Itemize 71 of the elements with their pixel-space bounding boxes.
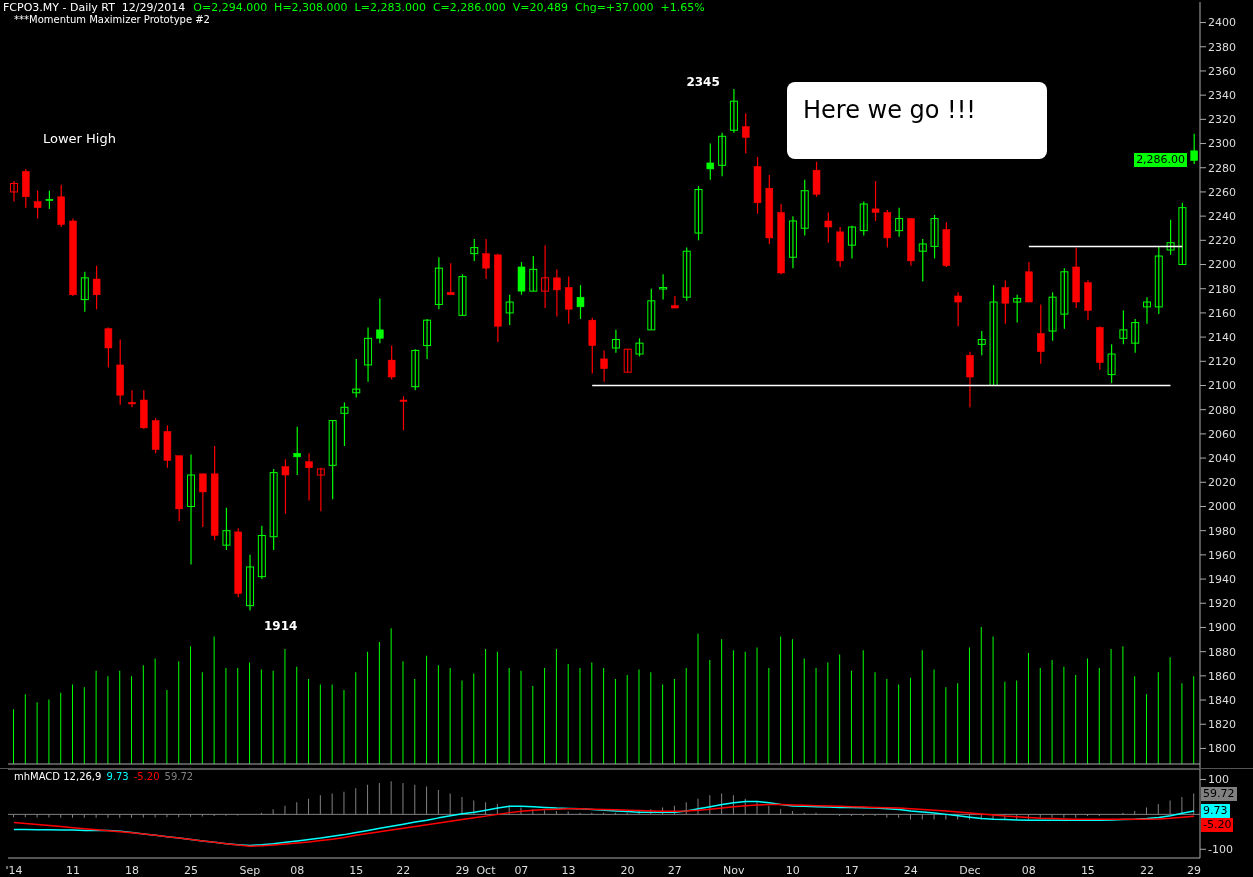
y-tick-label: 1880 [1208,645,1236,659]
text: -5.20 [1203,817,1232,831]
y-tick-label: 2040 [1208,451,1236,465]
x-tick-label: 15 [349,863,364,877]
y-tick-label: 2000 [1208,500,1236,514]
annotation: 59.72 [164,771,194,782]
y-tick-label: 2300 [1208,137,1236,151]
y-tick-label: 2200 [1208,258,1236,272]
x-tick-label: '14 [5,863,23,877]
y-tick-label: 2160 [1208,306,1236,320]
annotation: 2,286.00 [1134,153,1188,168]
x-tick-label: 11 [65,863,80,877]
y-tick-label: 2340 [1208,89,1236,103]
text: 9.73 [1203,803,1228,817]
y-tick-label: 2180 [1208,282,1236,296]
y-tick-label: 2100 [1208,379,1236,393]
x-tick-label: 22 [396,863,411,877]
y-tick-label: 2060 [1208,427,1236,441]
text: ***Momentum Maximizer Prototype #2 [14,14,210,25]
x-tick-label: Sep [239,863,261,877]
x-tick-label: 25 [183,863,198,877]
x-tick-label: 07 [514,863,529,877]
x-tick-label: 29 [1187,863,1202,877]
y-tick-label: 1860 [1208,669,1236,683]
y-tick-label: -100 [1208,843,1233,857]
x-tick-label: 24 [903,863,918,877]
chart-title: mhMACD 12,26,9 [14,771,102,782]
x-tick-label: 18 [124,863,139,877]
chart-title: FCPO3.MY - Daily RT 12/29/2014 [3,1,186,14]
annotation: 9.73 [106,771,129,782]
x-tick-label: Oct [476,863,497,877]
y-tick-label: 1800 [1208,742,1236,756]
annotation: O=2,294.000 H=2,308.000 L=2,283.000 C=2,286.000 V=20,489 Chg=+37.000 +1.65% [193,1,705,14]
y-tick-label: 1840 [1208,693,1236,707]
y-tick-label: 1900 [1208,621,1236,635]
annotation: 2345 [686,75,720,90]
x-tick-label: 17 [844,863,859,877]
x-tick-label: Nov [723,863,746,877]
x-tick-label: 29 [455,863,470,877]
y-tick-label: 2320 [1208,113,1236,127]
x-tick-label: Dec [959,863,981,877]
x-tick-label: 15 [1080,863,1095,877]
y-tick-label: 2280 [1208,161,1236,175]
x-tick-label: 08 [290,863,305,877]
y-tick-label: 2400 [1208,16,1236,30]
x-tick-label: 13 [561,863,576,877]
y-tick-label: 1920 [1208,597,1236,611]
y-tick-label: 2020 [1208,476,1236,490]
y-tick-label: 2120 [1208,355,1236,369]
y-tick-label: 1820 [1208,718,1236,732]
y-tick-label: 2080 [1208,403,1236,417]
y-tick-label: 2260 [1208,185,1236,199]
y-tick-label: 2220 [1208,234,1236,248]
x-tick-label: 22 [1139,863,1154,877]
y-tick-label: 2380 [1208,40,1236,54]
y-tick-label: 2140 [1208,331,1236,345]
y-tick-label: 1980 [1208,524,1236,538]
y-tick-label: 2240 [1208,210,1236,224]
y-tick-label: 1960 [1208,548,1236,562]
x-tick-label: 08 [1021,863,1036,877]
y-tick-label: 100 [1208,773,1229,787]
x-tick-label: 10 [785,863,800,877]
annotation: 1914 [263,618,298,633]
annotation: Lower High [43,131,116,146]
x-tick-label: 20 [620,863,635,877]
y-tick-label: 2360 [1208,64,1236,78]
annotation: -5.20 [133,771,160,782]
y-tick-label: 1940 [1208,572,1236,586]
text: 59.72 [1203,786,1235,800]
x-tick-label: 27 [667,863,682,877]
callout-box: Here we go !!! [787,82,1047,159]
